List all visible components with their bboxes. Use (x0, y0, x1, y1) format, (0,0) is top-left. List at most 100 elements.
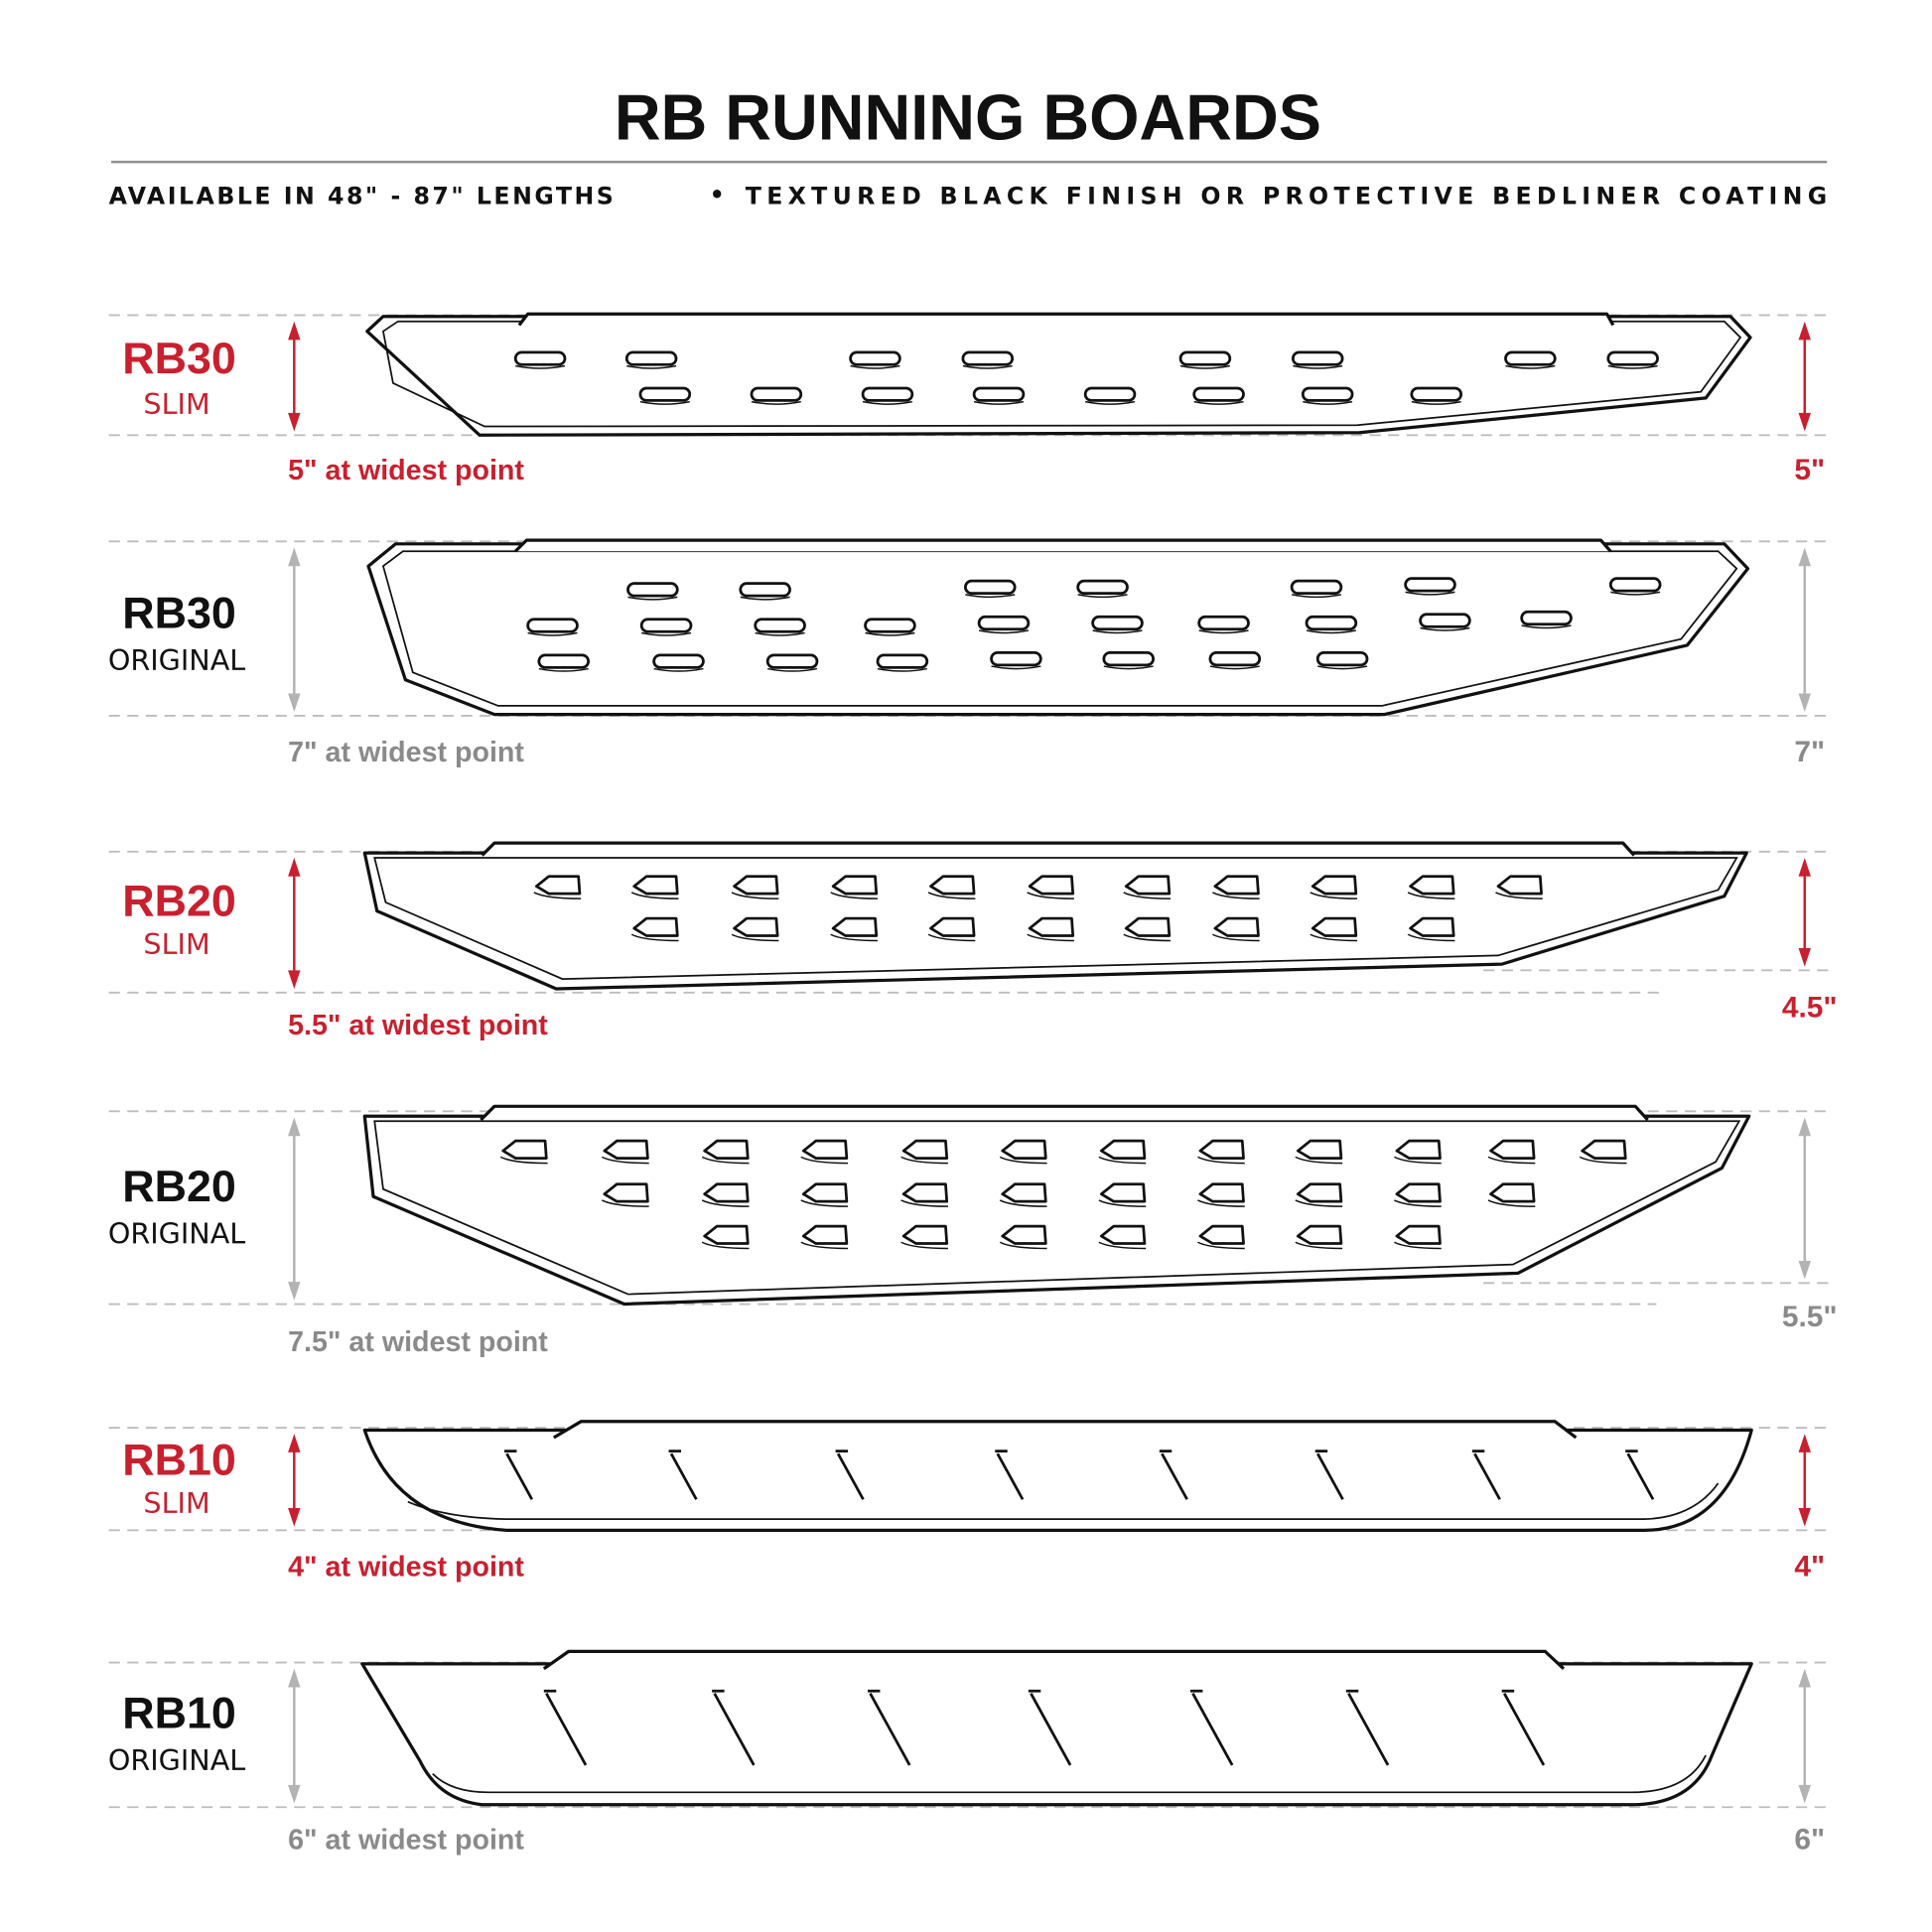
left-dimension-arrowhead-down-icon (288, 693, 301, 713)
tread-slot-shadow (962, 364, 1013, 369)
tread-slot (1404, 577, 1456, 593)
tread-slot-shadow (630, 933, 679, 942)
tread-slot-shadow (1198, 629, 1249, 634)
tread-slot-shadow (800, 1241, 849, 1250)
tread-slot-shadow (1317, 665, 1368, 670)
tread-slot (1489, 1182, 1536, 1203)
left-dimension-arrowhead-down-icon (288, 1784, 301, 1804)
tread-slot (733, 916, 779, 937)
tread-slot (801, 1182, 849, 1203)
tread-slot (929, 916, 976, 937)
tread-slot (1124, 875, 1172, 896)
tread-slot-shadow (1407, 933, 1455, 942)
tread-slot-shadow (1098, 1156, 1147, 1165)
tread-slash (1345, 1689, 1390, 1766)
tread-slot (901, 1139, 949, 1160)
tread-slot (1028, 916, 1075, 937)
tread-slot (1311, 916, 1358, 937)
tread-slot (1124, 916, 1172, 937)
tread-slot-shadow (999, 1156, 1047, 1165)
tread-slash (503, 1449, 534, 1500)
model-name: RB30 (122, 588, 236, 637)
tread-slot-shadow (900, 1199, 948, 1207)
tread-slot (977, 615, 1031, 631)
model-name: RB30 (122, 334, 236, 383)
subtitle-finish: TEXTURED BLACK FINISH OR PROTECTIVE BEDL… (746, 182, 1830, 209)
tread-slot (972, 386, 1026, 402)
tread-slot-shadow (800, 1156, 849, 1165)
tread-slot-shadow (701, 1199, 750, 1207)
tread-slot (990, 651, 1042, 667)
tread-slot (1606, 350, 1659, 366)
left-dimension-arrowhead-up-icon (288, 1117, 301, 1137)
tread-slot (1395, 1182, 1442, 1203)
tread-slot (1001, 1182, 1047, 1203)
tread-slot (1496, 875, 1543, 896)
model-variant: SLIM (143, 387, 209, 421)
widest-point-caption: 7.5" at widest point (288, 1326, 548, 1358)
left-dimension-arrowhead-up-icon (288, 321, 301, 341)
tread-slot-shadow (1610, 591, 1661, 596)
tread-slot-shadow (1495, 892, 1543, 899)
tread-slot-shadow (900, 1241, 948, 1250)
tread-slot-shadow (731, 933, 779, 942)
tread-slot-shadow (1405, 591, 1455, 596)
tread-slot-shadow (1487, 1199, 1536, 1207)
right-dimension-value: 4" (1794, 1550, 1825, 1583)
model-name: RB20 (122, 877, 236, 926)
tread-slot (1102, 651, 1155, 667)
tread-slot-shadow (999, 1241, 1047, 1250)
tread-slot-shadow (900, 1156, 948, 1165)
widest-point-caption: 6" at widest point (288, 1825, 524, 1857)
tread-slash (868, 1689, 911, 1766)
tread-slot-shadow (1295, 1199, 1343, 1207)
tread-slot (703, 1224, 750, 1245)
tread-slot (1305, 615, 1358, 631)
tread-slot-shadow (1212, 892, 1260, 899)
tread-slot (750, 386, 803, 402)
board-row: RB20 ORIGINAL 7.5" at widest point 5.5" (108, 1104, 1838, 1358)
tread-slot (1296, 1224, 1343, 1245)
tread-slot (624, 350, 678, 366)
tread-slot (703, 1139, 750, 1160)
running-board-illustration (362, 1420, 1753, 1532)
right-dimension-arrowhead-up-icon (1798, 1434, 1811, 1452)
right-dimension-value: 5.5" (1782, 1301, 1838, 1333)
tread-slot (626, 582, 679, 598)
tread-slot (831, 916, 879, 937)
widest-point-caption: 5.5" at widest point (288, 1010, 548, 1041)
right-dimension-arrowhead-up-icon (1798, 547, 1811, 567)
tread-slot (765, 653, 819, 669)
board-outline (362, 1114, 1751, 1307)
tread-slot (1520, 610, 1573, 626)
tread-slot-shadow (973, 400, 1025, 405)
tread-slot-shadow (1085, 400, 1136, 405)
tread-slot (1213, 916, 1260, 937)
tread-slot (964, 579, 1017, 595)
tread-slot (1419, 613, 1471, 628)
tread-slot (1198, 1139, 1245, 1160)
running-board-illustration (360, 1649, 1753, 1807)
tread-slot (1198, 1224, 1245, 1245)
tread-slot (1489, 1139, 1536, 1160)
tread-slot (1099, 1139, 1147, 1160)
tread-slot (1091, 615, 1144, 631)
right-dimension-arrowhead-down-icon (1798, 947, 1811, 967)
tread-slot-shadow (639, 400, 690, 405)
board-row: RB30 SLIM 5" at widest point 5" (108, 312, 1830, 486)
left-dimension-arrowhead-up-icon (288, 1434, 301, 1452)
left-dimension-arrowhead-down-icon (288, 412, 301, 432)
tread-slot-shadow (1303, 400, 1353, 405)
subtitle-lengths: AVAILABLE IN 48" - 87" LENGTHS (109, 182, 617, 209)
board-top-rail (542, 1649, 1566, 1671)
left-dimension-arrowhead-up-icon (288, 547, 301, 567)
tread-slot (831, 875, 879, 896)
tread-slot-shadow (1310, 892, 1358, 899)
tread-slot-shadow (653, 667, 704, 672)
board-top-rail (552, 1420, 1578, 1440)
tread-slot-shadow (1103, 665, 1154, 670)
tread-slot (1504, 350, 1557, 366)
tread-slot (632, 875, 679, 896)
tread-slot (1409, 875, 1455, 896)
